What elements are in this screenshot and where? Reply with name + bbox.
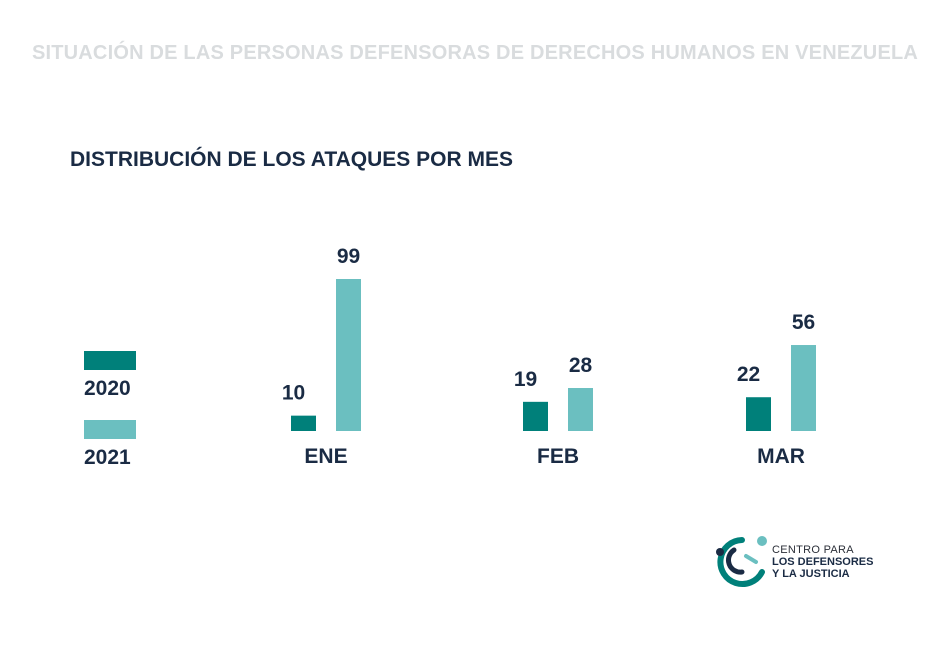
legend: 2020 2021 — [84, 351, 136, 469]
logo-line-3: Y LA JUSTICIA — [772, 568, 850, 580]
bar-mar-2021 — [791, 345, 816, 431]
category-label-mar: MAR — [757, 445, 805, 468]
legend-label-2020: 2020 — [84, 377, 131, 400]
logo-line-1: CENTRO PARA — [772, 544, 854, 556]
category-label-feb: FEB — [537, 445, 579, 468]
legend-label-2021: 2021 — [84, 446, 131, 469]
data-label-feb-2021: 28 — [569, 354, 593, 377]
data-label-mar-2020: 22 — [737, 363, 760, 386]
bars-group: 10 99 ENE 19 28 FEB 22 56 MAR — [282, 245, 816, 468]
page-header: SITUACIÓN DE LAS PERSONAS DEFENSORAS DE … — [31, 42, 919, 64]
bar-feb-2020 — [523, 401, 548, 431]
bar-feb-2021 — [568, 388, 593, 431]
data-label-mar-2021: 56 — [792, 311, 815, 334]
legend-swatch-2021 — [84, 420, 136, 439]
data-label-ene-2020: 10 — [282, 382, 305, 405]
bar-ene-2020 — [291, 415, 316, 431]
legend-swatch-2020 — [84, 351, 136, 370]
bar-mar-2020 — [746, 397, 771, 431]
chart-title: DISTRIBUCIÓN DE LOS ATAQUES POR MES — [70, 148, 513, 171]
bar-ene-2021 — [336, 279, 361, 431]
data-label-feb-2020: 19 — [514, 368, 537, 391]
data-label-ene-2021: 99 — [337, 245, 360, 268]
category-label-ene: ENE — [304, 445, 347, 468]
logo-icon — [716, 536, 767, 587]
logo-text: CENTRO PARA LOS DEFENSORES Y LA JUSTICIA — [772, 544, 873, 580]
logo-line-2: LOS DEFENSORES — [772, 556, 874, 568]
